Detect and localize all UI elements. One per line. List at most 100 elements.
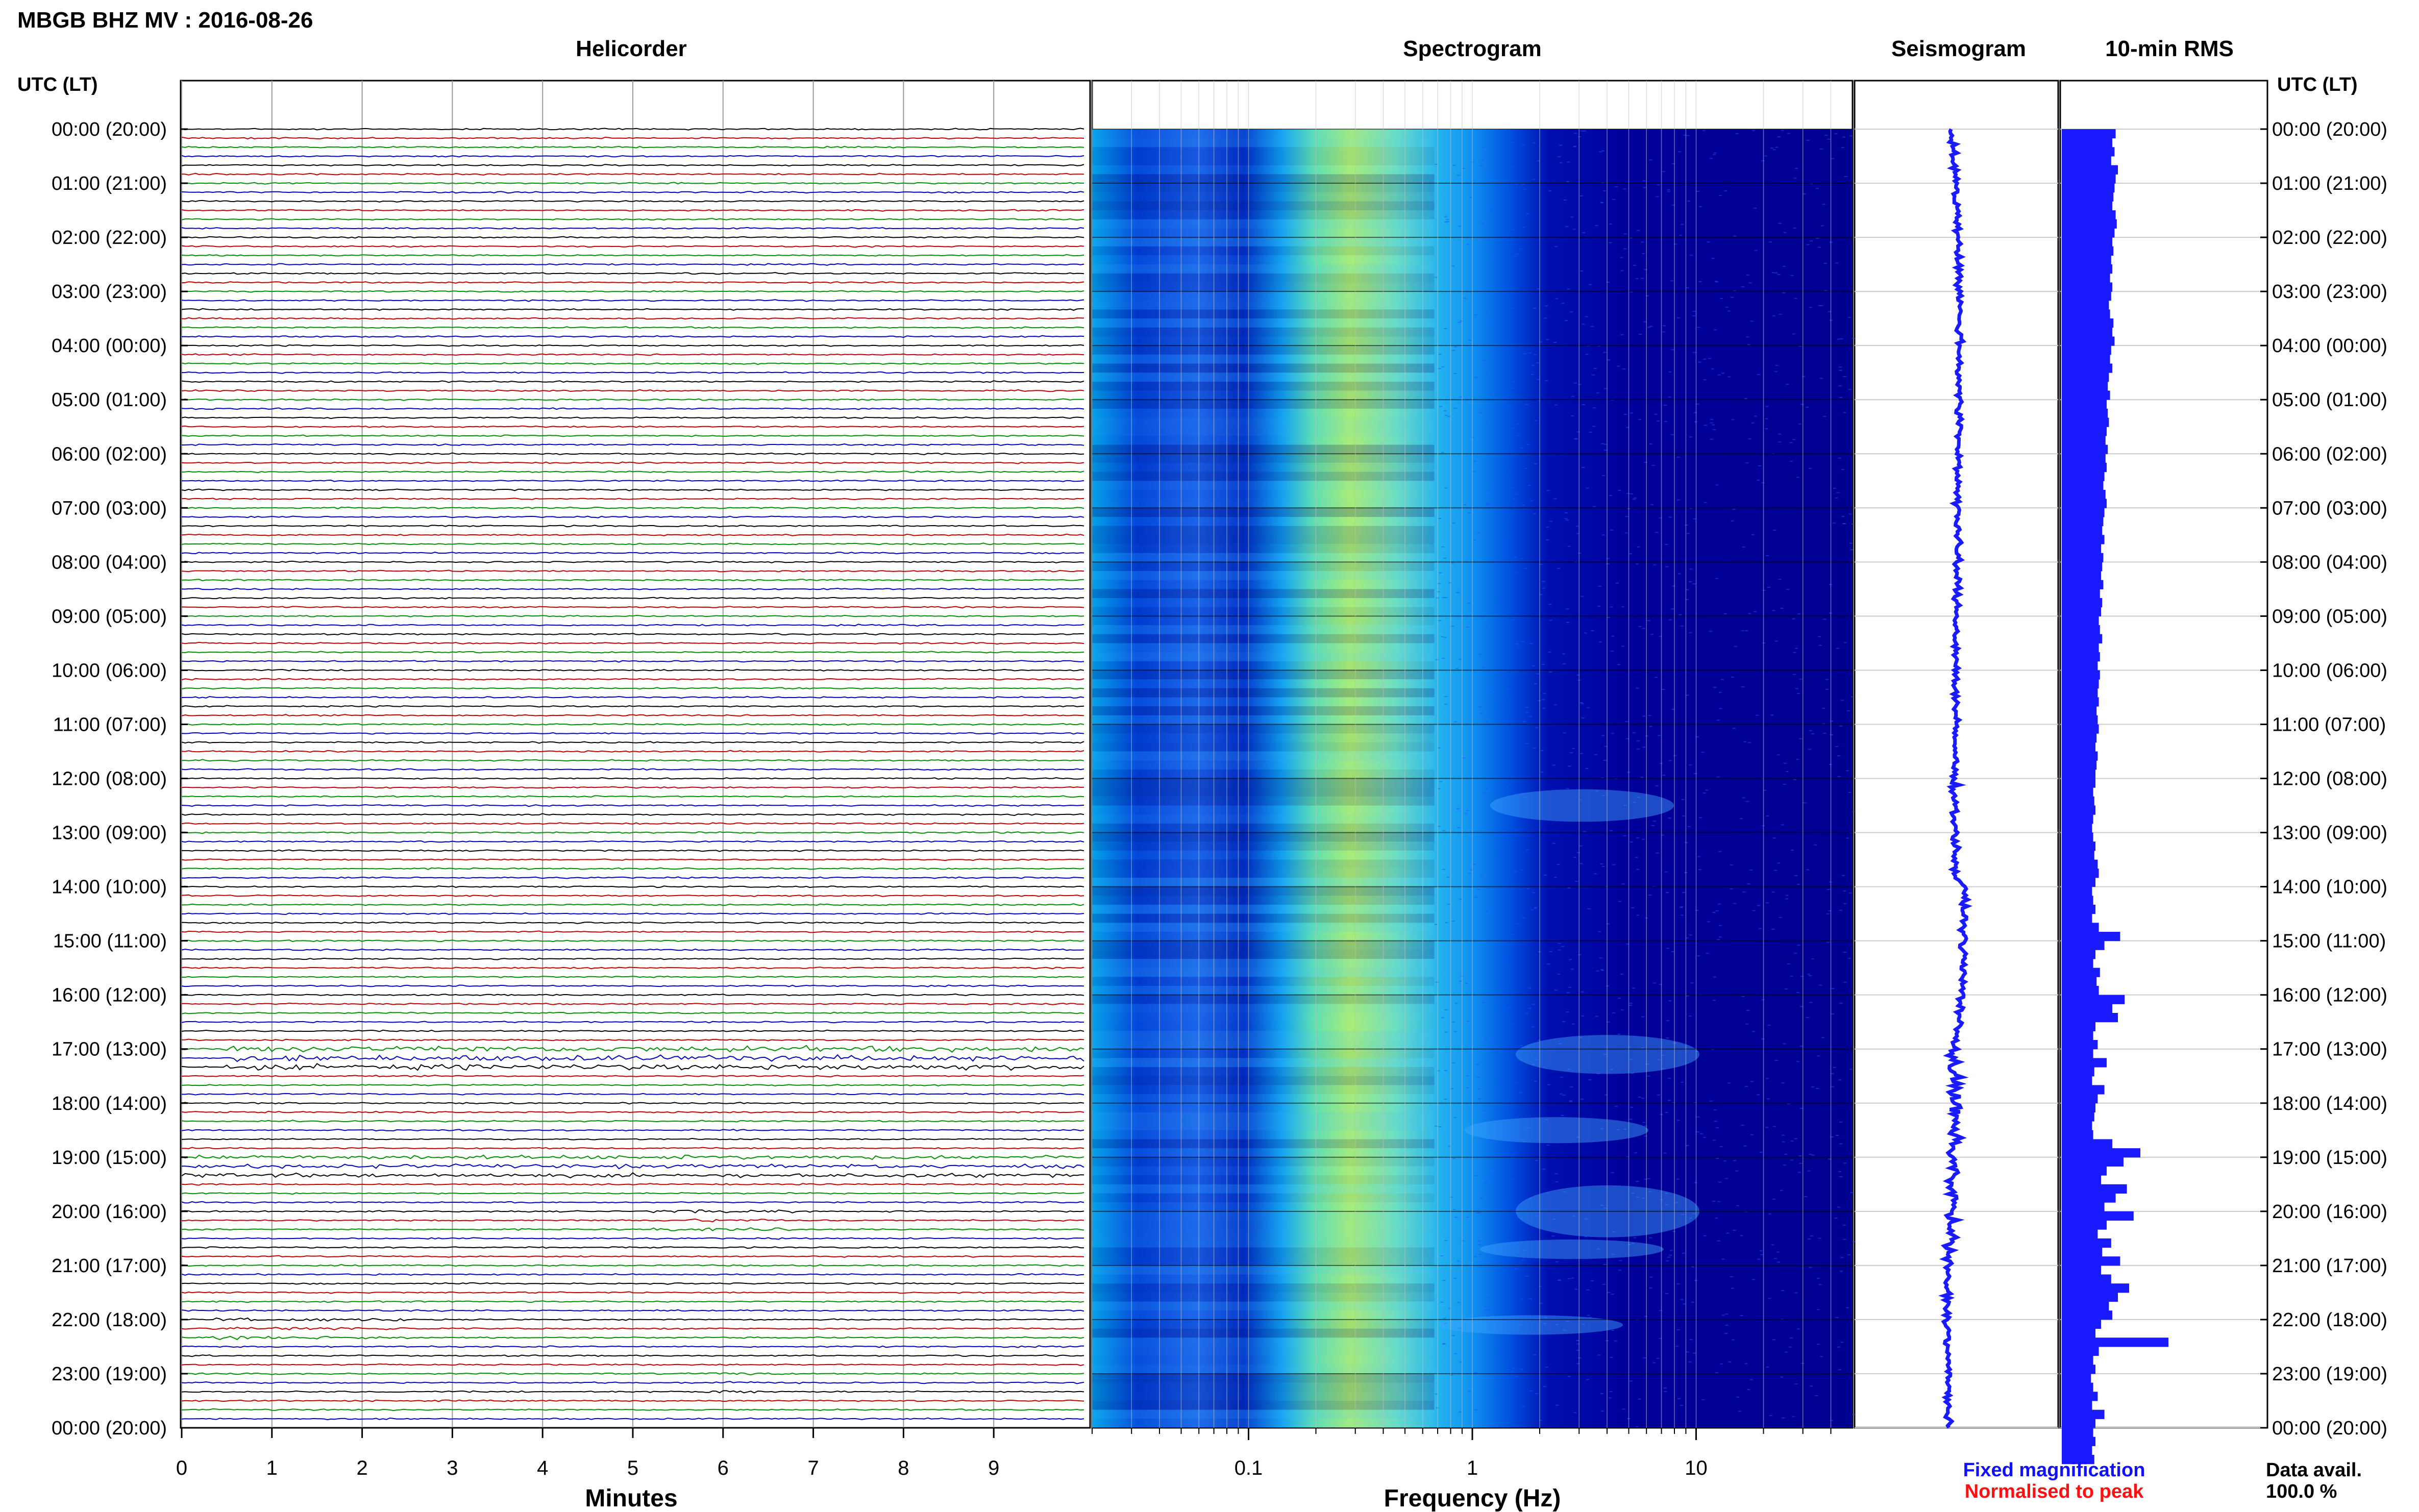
rms-bar [2062, 472, 2105, 481]
rms-bar [2062, 670, 2100, 680]
spectrogram-speckle [1733, 903, 1737, 904]
spectrogram-speckle [1797, 883, 1800, 885]
spectrogram-speckle [1692, 311, 1696, 312]
spectrogram-speckle [1642, 1122, 1646, 1123]
spectrogram-speckle [1591, 326, 1594, 327]
spectrogram-streak [1092, 841, 1435, 851]
spectrogram-speckle [1618, 998, 1621, 999]
spectrogram-speckle [1794, 298, 1797, 299]
spectrogram-speckle [1848, 791, 1852, 793]
rms-bar [2062, 1004, 2112, 1013]
spectrogram-speckle [1828, 1158, 1831, 1160]
spectrogram-speckle [1642, 180, 1646, 182]
spectrogram-speckle [1793, 227, 1796, 229]
spectrogram-speckle [1611, 1069, 1614, 1070]
spectrogram-streak [1092, 444, 1435, 454]
spectrogram-speckle [1612, 1231, 1615, 1233]
spectrogram-speckle [1750, 1134, 1754, 1135]
rms-bar [2062, 995, 2125, 1004]
spectrogram-speckle [1663, 325, 1666, 327]
rms-plot [2060, 129, 2267, 1465]
spectrogram-speckle [1800, 404, 1804, 405]
spectrogram-speckle [1473, 1256, 1477, 1257]
spectrogram-streak [1092, 886, 1435, 896]
spectrogram-speckle [1460, 320, 1463, 322]
spectrogram-speckle [1512, 381, 1515, 382]
spectrogram-speckle [1831, 1086, 1835, 1087]
spectrogram-speckle [1650, 634, 1653, 635]
spectrogram-speckle [1703, 1235, 1707, 1236]
spectrogram-speckle [1752, 1031, 1756, 1032]
helicorder-trace [181, 1201, 1084, 1204]
spectrogram-streak [1092, 931, 1435, 941]
spectrogram-streak [1092, 192, 1435, 202]
spectrogram-speckle [1769, 241, 1772, 243]
spectrogram-speckle [1694, 412, 1697, 413]
spectrogram-speckle [1785, 898, 1789, 900]
helicorder-x-tick-label: 9 [988, 1457, 999, 1479]
spectrogram-speckle [1776, 754, 1780, 756]
spectrogram-speckle [1485, 503, 1489, 504]
time-label-left: 00:00 (20:00) [52, 1418, 167, 1439]
spectrogram-speckle [1452, 1021, 1455, 1023]
spectrogram-speckle [1652, 982, 1656, 984]
spectrogram-speckle [1637, 797, 1640, 798]
spectrogram-speckle [1610, 606, 1613, 608]
spectrogram-speckle [1633, 264, 1636, 266]
spectrogram-speckle [1748, 438, 1751, 440]
spectrogram-speckle [1832, 522, 1836, 524]
rms-bar [2062, 814, 2093, 824]
spectrogram-speckle [1444, 1031, 1448, 1033]
spectrogram-speckle [1680, 1299, 1684, 1300]
spectrogram-speckle [1441, 452, 1444, 453]
spectrogram-speckle [1551, 1235, 1555, 1237]
panel-title-seismogram: Seismogram [1891, 36, 2026, 61]
spectrogram-streak [1092, 1337, 1435, 1347]
rms-bar [2062, 1292, 2118, 1302]
spectrogram-speckle [1606, 563, 1610, 564]
time-label-left: 19:00 (15:00) [52, 1147, 167, 1169]
spectrogram-streak [1092, 995, 1435, 1004]
spectrogram-speckle [1557, 974, 1561, 975]
spectrogram-speckle [1576, 1340, 1579, 1341]
spectrogram-speckle [1689, 581, 1692, 582]
time-label-right: 22:00 (18:00) [2272, 1309, 2387, 1331]
helicorder-trace [181, 1227, 1084, 1231]
spectrogram-speckle [1796, 1061, 1799, 1062]
spectrogram-streak [1092, 1301, 1435, 1311]
spectrogram-speckle [1503, 1201, 1507, 1202]
spectrogram-speckle [1756, 714, 1759, 716]
spectrogram-speckle [1621, 646, 1624, 647]
data-avail-value: 100.0 % [2266, 1481, 2337, 1502]
rms-bar [2062, 481, 2104, 490]
spectrogram-speckle [1611, 635, 1615, 637]
rms-bar [2062, 679, 2099, 689]
spectrogram-speckle [1659, 1310, 1663, 1311]
spectrogram-speckle [1451, 562, 1454, 564]
spectrogram-speckle [1564, 512, 1568, 513]
rms-bar [2062, 1085, 2105, 1095]
spectrogram-speckle [1696, 403, 1699, 405]
spectrogram-speckle [1522, 504, 1525, 506]
spectrogram-speckle [1740, 1235, 1743, 1236]
rms-bar [2062, 544, 2101, 554]
spectrogram-speckle [1662, 331, 1666, 333]
rms-bar [2062, 309, 2110, 319]
spectrogram-speckle [1664, 420, 1667, 422]
spectrogram-speckle [1572, 1216, 1575, 1217]
spectrogram-speckle [1457, 808, 1460, 809]
spectrogram-speckle [1579, 702, 1583, 703]
spectrogram-speckle [1629, 237, 1633, 239]
spectrogram-speckle [1549, 672, 1552, 673]
spectrogram-speckle [1622, 368, 1626, 369]
spectrogram-speckle [1489, 394, 1492, 396]
spectrogram-speckle [1741, 996, 1745, 997]
spectrogram-speckle [1630, 841, 1633, 843]
spectrogram-speckle [1837, 338, 1840, 340]
spectrogram-speckle [1794, 1292, 1798, 1294]
spectrogram-speckle [1544, 1317, 1548, 1318]
spectrogram-speckle [1626, 943, 1630, 945]
spectrogram-speckle [1666, 892, 1669, 894]
spectrogram-speckle [1752, 130, 1755, 131]
rms-bar [2062, 1419, 2095, 1428]
